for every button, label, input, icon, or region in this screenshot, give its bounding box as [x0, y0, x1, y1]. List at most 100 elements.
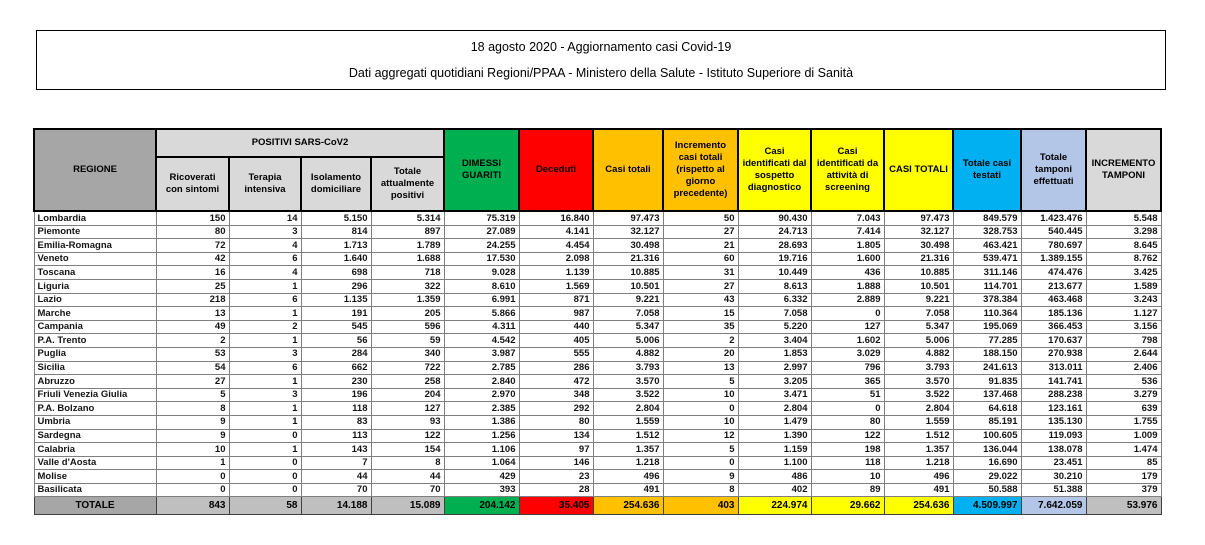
cell-value: 83	[300, 414, 372, 430]
cell-value: 2.970	[443, 387, 520, 403]
cell-value: 1.386	[443, 414, 520, 430]
cell-value: 1	[228, 442, 302, 457]
cell-value: 463.421	[952, 238, 1022, 253]
cell-value: 3.425	[1085, 265, 1162, 280]
cell-value: 3.205	[737, 374, 812, 389]
cell-value: 30.498	[592, 238, 664, 253]
table-row: Friuli Venezia Giulia 5 3 196 204 2.970 348 3.5…	[33, 387, 1162, 403]
cell-value: 1.559	[592, 414, 664, 430]
table-row: Lombardia 150 14 5.150 5.314 75.319 16.840 97.4…	[33, 210, 1162, 226]
table-row: Toscana 16 4 698 718 9.028 1.139 10.885 31 10.449…	[33, 265, 1162, 280]
col-header-totale-positivi: Totale attualmente positivi	[370, 156, 445, 212]
cell-value: 16	[155, 265, 230, 280]
cell-value: 241.613	[952, 360, 1022, 376]
table-row: Molise 0 0 44 44 429 23 496 9 486 10 496 29.022 30.21…	[33, 469, 1162, 484]
cell-value: 32.127	[592, 224, 664, 240]
cell-value: 70	[300, 482, 372, 498]
cell-value: 3.987	[443, 346, 520, 362]
cell-value: 119.093	[1020, 428, 1087, 444]
cell-value: 9	[662, 469, 739, 484]
cell-value: 4.542	[443, 333, 520, 348]
cell-value: 24.255	[443, 238, 520, 253]
cell-value: 28.693	[737, 238, 812, 253]
region-name: Emilia-Romagna	[33, 238, 157, 253]
cell-value: 80	[155, 224, 230, 240]
cell-value: 378.384	[952, 292, 1022, 308]
table-row: Umbria 9 1 83 93 1.386 80 1.559 10 1.479 80 1.559 85…	[33, 414, 1162, 430]
cell-value: 436	[810, 265, 885, 280]
table-row: Abruzzo 27 1 230 258 2.840 472 3.570 5 3.205 365 3.…	[33, 374, 1162, 389]
cell-value: 3.298	[1085, 224, 1162, 240]
cell-value: 8.613	[737, 278, 812, 294]
cell-value: 23	[518, 469, 594, 484]
cell-value: 110.364	[952, 306, 1022, 321]
cell-value: 12	[662, 428, 739, 444]
region-name: Basilicata	[33, 482, 157, 498]
cell-value: 49	[155, 319, 230, 335]
col-header-regione: REGIONE	[33, 128, 157, 212]
cell-value: 19.716	[737, 251, 812, 267]
cell-value: 28	[518, 482, 594, 498]
cell-value: 639	[1085, 401, 1162, 416]
cell-value: 2.889	[810, 292, 885, 308]
cell-value: 814	[300, 224, 372, 240]
cell-value: 80	[810, 414, 885, 430]
region-name: Marche	[33, 306, 157, 321]
cell-value: 3.404	[737, 333, 812, 348]
cell-value: 51	[810, 387, 885, 403]
col-header-casi-testati: Totale casi testati	[952, 128, 1022, 212]
cell-value: 270.938	[1020, 346, 1087, 362]
cell-value: 170.637	[1020, 333, 1087, 348]
cell-value: 43	[662, 292, 739, 308]
region-name: Toscana	[33, 265, 157, 280]
cell-value: 1	[228, 306, 302, 321]
cell-value: 10.449	[737, 265, 812, 280]
total-cell-value: 58	[228, 496, 302, 516]
cell-value: 97.473	[592, 210, 664, 226]
cell-value: 64.618	[952, 401, 1022, 416]
cell-value: 292	[518, 401, 594, 416]
cell-value: 1.569	[518, 278, 594, 294]
cell-value: 135.130	[1020, 414, 1087, 430]
cell-value: 555	[518, 346, 594, 362]
cell-value: 798	[1085, 333, 1162, 348]
cell-value: 80	[518, 414, 594, 430]
cell-value: 4.882	[883, 346, 954, 362]
cell-value: 2.804	[883, 401, 954, 416]
cell-value: 0	[662, 401, 739, 416]
total-cell-value: 7.642.059	[1020, 496, 1087, 516]
cell-value: 596	[370, 319, 445, 335]
cell-value: 1.688	[370, 251, 445, 267]
cell-value: 8.762	[1085, 251, 1162, 267]
region-name: Puglia	[33, 346, 157, 362]
cell-value: 0	[228, 469, 302, 484]
region-name: Molise	[33, 469, 157, 484]
bulletin-subtitle: Dati aggregati quotidiani Regioni/PPAA -…	[348, 65, 854, 80]
table-row: Sicilia 54 6 662 722 2.785 286 3.793 13 2.997 796 3…	[33, 360, 1162, 376]
cell-value: 1.390	[737, 428, 812, 444]
cell-value: 205	[370, 306, 445, 321]
cell-value: 188.150	[952, 346, 1022, 362]
table-row: P.A. Trento 2 1 56 59 4.542 405 5.006 2 3.404 1.60…	[33, 333, 1162, 348]
cell-value: 0	[228, 455, 302, 471]
cell-value: 313.011	[1020, 360, 1087, 376]
total-cell-value: 4.509.997	[952, 496, 1022, 516]
cell-value: 1.589	[1085, 278, 1162, 294]
cell-value: 1.888	[810, 278, 885, 294]
title-box: 18 agosto 2020 - Aggiornamento casi Covi…	[36, 30, 1166, 90]
cell-value: 296	[300, 278, 372, 294]
cell-value: 348	[518, 387, 594, 403]
cell-value: 987	[518, 306, 594, 321]
cell-value: 1.357	[592, 442, 664, 457]
cell-value: 77.285	[952, 333, 1022, 348]
cell-value: 722	[370, 360, 445, 376]
cell-value: 780.697	[1020, 238, 1087, 253]
cell-value: 60	[662, 251, 739, 267]
cell-value: 8.610	[443, 278, 520, 294]
cell-value: 23.451	[1020, 455, 1087, 471]
cell-value: 5.220	[737, 319, 812, 335]
cell-value: 179	[1085, 469, 1162, 484]
cell-value: 1.600	[810, 251, 885, 267]
cell-value: 1	[228, 414, 302, 430]
